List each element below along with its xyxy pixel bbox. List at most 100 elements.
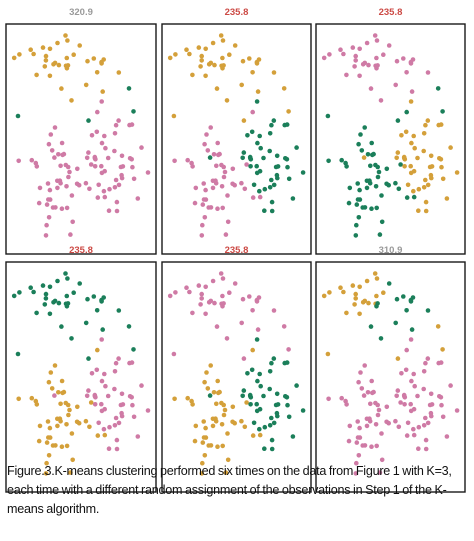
- data-point: [120, 402, 126, 407]
- scatter-panel-1: 320.9: [5, 7, 157, 255]
- data-point: [206, 205, 211, 210]
- data-point: [202, 215, 208, 220]
- data-point: [43, 233, 49, 238]
- data-point: [344, 164, 349, 169]
- data-point: [399, 133, 404, 138]
- data-point: [65, 276, 70, 281]
- data-point: [364, 185, 370, 191]
- data-point: [281, 324, 287, 329]
- data-point: [448, 145, 453, 150]
- data-point: [374, 304, 379, 309]
- data-point: [64, 66, 70, 71]
- data-point: [379, 457, 385, 463]
- data-point: [36, 438, 42, 444]
- data-point: [381, 52, 386, 57]
- data-point: [113, 360, 119, 366]
- data-point: [203, 425, 208, 431]
- panel-title: 235.8: [225, 245, 249, 256]
- data-point: [15, 351, 21, 357]
- data-point: [362, 125, 368, 130]
- data-point: [59, 444, 65, 450]
- data-point: [94, 129, 100, 135]
- data-point: [116, 70, 122, 75]
- data-point: [63, 400, 69, 406]
- data-point: [94, 308, 100, 313]
- data-point: [395, 388, 401, 393]
- data-point: [248, 164, 253, 169]
- data-point: [375, 412, 381, 418]
- data-point: [294, 383, 299, 388]
- data-point: [285, 402, 290, 408]
- data-point: [192, 200, 198, 206]
- data-point: [354, 460, 359, 466]
- data-point: [267, 386, 273, 392]
- data-point: [106, 446, 112, 452]
- data-point: [250, 433, 256, 438]
- data-point: [356, 453, 362, 458]
- data-point: [131, 176, 137, 182]
- data-point: [106, 208, 112, 213]
- data-point: [91, 56, 97, 61]
- data-point: [99, 170, 105, 176]
- data-point: [360, 443, 366, 448]
- data-point: [47, 187, 53, 193]
- panel-frame: [161, 261, 312, 493]
- data-point: [357, 187, 362, 193]
- data-point: [69, 431, 75, 436]
- data-point: [193, 185, 199, 191]
- data-point: [55, 178, 60, 184]
- data-point: [107, 424, 112, 430]
- data-point: [254, 163, 259, 169]
- data-point: [290, 434, 296, 439]
- data-point: [423, 208, 429, 214]
- data-point: [360, 62, 366, 67]
- data-point: [416, 186, 422, 192]
- data-point: [129, 360, 135, 365]
- data-point: [88, 162, 94, 167]
- data-point: [225, 457, 231, 463]
- data-point: [213, 419, 219, 424]
- data-point: [425, 308, 431, 313]
- data-point: [239, 82, 244, 88]
- data-point: [239, 418, 244, 424]
- data-point: [257, 133, 263, 139]
- data-point: [203, 311, 208, 317]
- data-point: [202, 379, 207, 385]
- data-point: [356, 215, 362, 220]
- data-point: [225, 219, 231, 225]
- data-point: [257, 371, 263, 377]
- data-point: [64, 304, 70, 309]
- data-point: [440, 176, 446, 182]
- data-point: [286, 347, 291, 352]
- data-point: [395, 150, 401, 155]
- data-point: [217, 151, 222, 157]
- data-point: [68, 470, 73, 475]
- data-point: [347, 423, 353, 429]
- data-point: [130, 402, 135, 408]
- data-point: [212, 62, 217, 68]
- data-point: [17, 52, 22, 57]
- data-point: [375, 174, 381, 180]
- data-point: [403, 129, 409, 135]
- data-point: [386, 43, 392, 48]
- data-point: [374, 293, 379, 299]
- data-point: [262, 446, 267, 452]
- data-point: [372, 271, 378, 276]
- data-point: [374, 276, 380, 281]
- data-point: [225, 193, 230, 198]
- data-point: [44, 460, 49, 466]
- data-point: [83, 180, 89, 186]
- data-point: [368, 163, 373, 169]
- data-point: [326, 158, 331, 164]
- data-point: [374, 66, 379, 71]
- data-point: [384, 404, 390, 410]
- data-point: [341, 51, 346, 57]
- data-point: [59, 140, 65, 146]
- data-point: [64, 422, 69, 427]
- data-point: [410, 57, 416, 62]
- data-point: [43, 296, 49, 301]
- data-point: [327, 52, 332, 57]
- data-point: [42, 302, 48, 307]
- data-point: [374, 443, 380, 449]
- data-point: [353, 291, 359, 297]
